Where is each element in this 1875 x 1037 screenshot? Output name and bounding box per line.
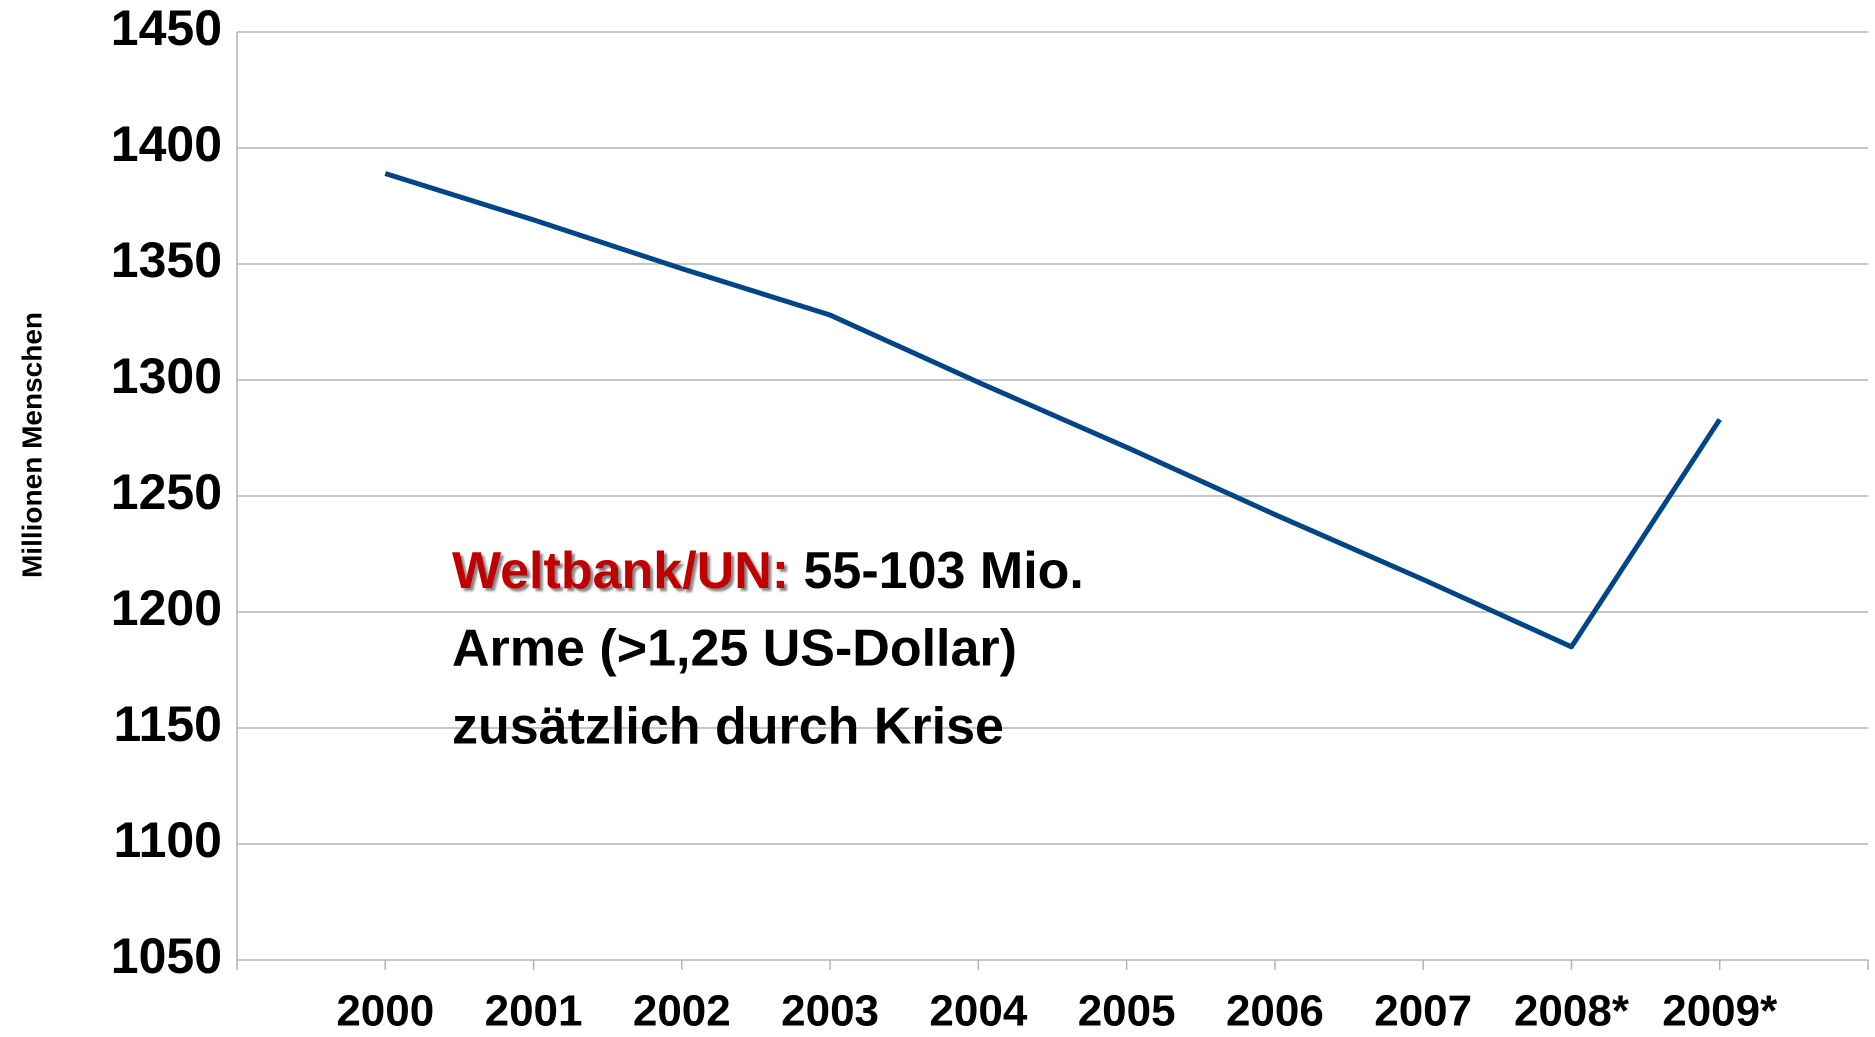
x-tick-label: 2002 [633, 987, 731, 1036]
x-tick-label: 2004 [929, 987, 1027, 1036]
x-tick-label: 2008* [1514, 987, 1630, 1036]
annotation-highlight: Weltbank/UN: [452, 542, 789, 600]
x-tick-label: 2009* [1662, 987, 1778, 1036]
x-tick-label: 2007 [1374, 987, 1472, 1036]
y-tick-label: 1050 [111, 928, 222, 984]
x-tick-label: 2003 [781, 987, 879, 1036]
y-axis-label: Millionen Menschen [16, 312, 47, 578]
annotation: Weltbank/UN: 55-103 Mio. [452, 542, 1084, 600]
y-tick-label: 1450 [111, 0, 222, 56]
y-tick-label: 1150 [114, 696, 222, 752]
y-tick-label: 1350 [111, 232, 222, 288]
x-tick-label: 2001 [485, 987, 583, 1036]
y-tick-label: 1200 [111, 580, 222, 636]
annotation-line: zusätzlich durch Krise [452, 698, 1004, 756]
y-tick-label: 1100 [114, 812, 222, 868]
data-line [384, 171, 1722, 650]
y-tick-label: 1400 [111, 116, 222, 172]
y-tick-label: 1250 [111, 464, 222, 520]
x-tick-label: 2006 [1226, 987, 1324, 1036]
x-tick-label: 2005 [1078, 987, 1176, 1036]
annotation-line: Arme (>1,25 US-Dollar) [452, 620, 1017, 678]
annotation-line: 55-103 Mio. [804, 542, 1084, 600]
x-tick-label: 2000 [336, 987, 434, 1036]
y-tick-label: 1300 [111, 348, 222, 404]
